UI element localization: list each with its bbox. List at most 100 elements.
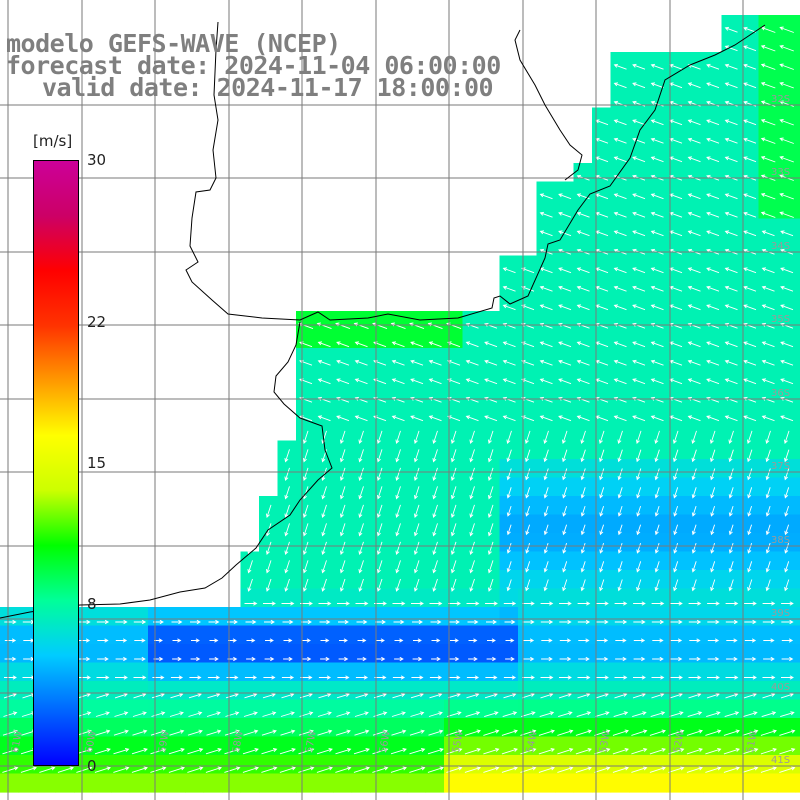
speed-cell — [795, 477, 800, 497]
speed-cell — [462, 477, 482, 497]
wind-arrow — [779, 119, 794, 126]
speed-cell — [629, 773, 649, 793]
wind-arrow — [707, 638, 720, 643]
speed-cell — [777, 329, 797, 349]
speed-cell — [481, 403, 501, 423]
wind-arrow — [354, 729, 370, 736]
speed-cell — [647, 144, 667, 164]
speed-cell — [647, 773, 667, 793]
speed-cell — [444, 681, 464, 701]
speed-cell — [573, 681, 593, 701]
speed-cell — [499, 755, 519, 775]
wind-arrow — [302, 578, 309, 592]
speed-cell — [462, 329, 482, 349]
wind-arrow — [650, 137, 664, 144]
wind-arrow — [354, 359, 368, 366]
speed-cell — [721, 181, 741, 201]
wind-arrow — [525, 561, 531, 573]
speed-cell — [462, 551, 482, 571]
speed-cell — [370, 607, 390, 627]
speed-cell — [462, 736, 482, 756]
wind-arrow — [725, 692, 739, 699]
wind-arrow — [78, 656, 91, 662]
speed-cell — [536, 292, 556, 312]
wind-arrow — [613, 711, 629, 718]
speed-cell — [795, 755, 800, 775]
wind-arrow — [483, 729, 500, 736]
wind-arrow — [562, 505, 568, 517]
speed-cell — [518, 607, 538, 627]
speed-cell — [666, 403, 686, 423]
wind-arrow — [781, 656, 794, 662]
speed-cell — [277, 662, 297, 682]
speed-cell — [111, 681, 131, 701]
speed-cell — [647, 126, 667, 146]
wind-arrow — [705, 766, 722, 773]
speed-cell — [592, 292, 612, 312]
speed-cell — [296, 681, 316, 701]
wind-arrow — [761, 285, 775, 292]
speed-cell — [481, 366, 501, 386]
wind-arrow — [613, 193, 627, 200]
speed-cell — [721, 570, 741, 590]
wind-arrow — [376, 467, 383, 481]
wind-arrow — [650, 211, 664, 218]
wind-arrow — [466, 601, 480, 606]
speed-cell — [703, 422, 723, 442]
speed-cell — [721, 70, 741, 90]
wind-arrow — [115, 675, 128, 680]
wind-arrow — [411, 675, 424, 680]
wind-arrow — [596, 675, 609, 680]
wind-arrow — [339, 504, 346, 518]
speed-cell — [684, 514, 704, 534]
wind-arrow — [77, 692, 91, 699]
speed-cell — [370, 773, 390, 793]
speed-cell — [629, 70, 649, 90]
speed-cell — [536, 403, 556, 423]
speed-cell — [592, 459, 612, 479]
wind-arrow — [244, 675, 258, 680]
speed-cell — [647, 477, 667, 497]
speed-cell — [647, 718, 667, 738]
wind-arrow — [301, 619, 312, 625]
speed-cell — [592, 699, 612, 719]
wind-arrow — [706, 304, 720, 311]
speed-cell — [388, 625, 408, 645]
wind-arrow — [760, 82, 776, 89]
wind-arrow — [633, 638, 646, 643]
wind-arrow — [246, 638, 256, 643]
speed-cell — [740, 718, 760, 738]
wind-arrow — [483, 747, 500, 755]
wind-arrow — [487, 504, 494, 518]
wind-arrow — [632, 230, 646, 237]
speed-cell — [610, 644, 630, 664]
wind-arrow — [691, 579, 697, 592]
wind-arrow — [391, 415, 405, 422]
wind-arrow — [502, 415, 516, 422]
wind-arrow — [78, 675, 91, 680]
speed-cell — [777, 255, 797, 275]
speed-cell — [703, 366, 723, 386]
speed-cell — [314, 588, 334, 608]
speed-cell — [592, 181, 612, 201]
speed-cell — [370, 662, 390, 682]
speed-cell — [185, 662, 205, 682]
speed-cell — [111, 736, 131, 756]
speed-cell — [573, 218, 593, 238]
speed-cell — [592, 163, 612, 183]
wind-arrow — [632, 193, 646, 200]
speed-cell — [166, 699, 186, 719]
wind-arrow — [780, 230, 794, 237]
wind-arrow — [710, 579, 716, 592]
wind-arrow — [765, 505, 771, 517]
wind-arrow — [687, 82, 701, 89]
wind-arrow — [599, 505, 605, 517]
wind-arrow — [761, 304, 775, 311]
speed-cell — [18, 773, 38, 793]
speed-cell — [684, 403, 704, 423]
speed-cell — [314, 385, 334, 405]
wind-arrow — [168, 766, 185, 773]
wind-arrow — [501, 747, 518, 755]
speed-cell — [259, 662, 279, 682]
